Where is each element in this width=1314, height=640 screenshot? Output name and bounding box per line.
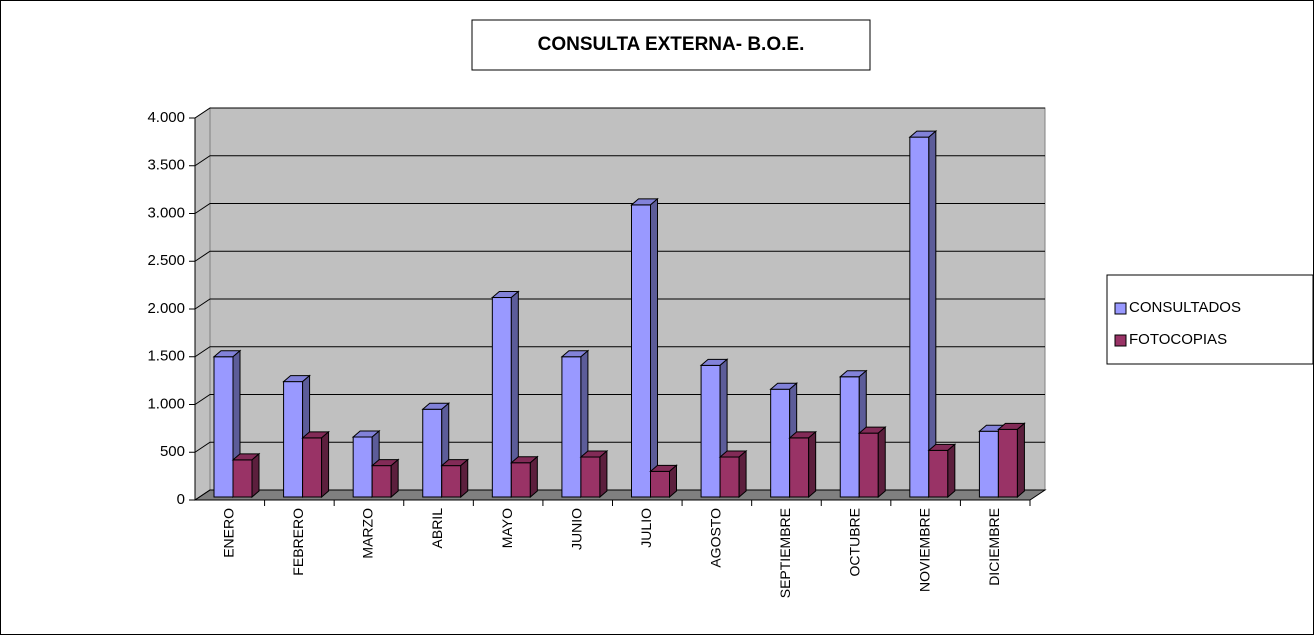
bar	[213, 356, 234, 498]
x-tick-label: ABRIL	[429, 508, 445, 549]
grid-line	[194, 203, 1045, 214]
x-tick-label: DICIEMBRE	[986, 508, 1002, 586]
title-box	[471, 19, 871, 71]
bar	[422, 408, 443, 498]
bar-side	[928, 130, 937, 499]
bar	[352, 436, 373, 498]
bar	[997, 428, 1018, 498]
bar	[491, 297, 512, 498]
bar-side	[1016, 422, 1025, 499]
grid-line	[194, 298, 1045, 310]
bar	[441, 465, 462, 498]
bar	[510, 462, 531, 498]
bar-side	[321, 430, 330, 499]
y-tick-label: 0	[177, 491, 185, 508]
bar	[283, 381, 304, 498]
x-tick-label: MARZO	[360, 508, 376, 559]
x-tick-label: AGOSTO	[708, 508, 724, 568]
bar	[580, 456, 601, 498]
bar-side	[650, 197, 658, 499]
bar	[650, 470, 670, 498]
grid-line	[194, 346, 1045, 358]
grid-line	[194, 155, 1045, 167]
y-tick-label: 2.000	[147, 300, 185, 317]
bar	[928, 449, 949, 498]
grid-line	[194, 489, 1045, 501]
grid-line	[194, 441, 1045, 453]
bar-side	[390, 458, 399, 499]
bar	[232, 459, 253, 498]
bar	[909, 136, 930, 498]
legend-label: CONSULTADOS	[1129, 299, 1241, 316]
x-tick-label: MAYO	[499, 508, 515, 548]
grid-line	[194, 250, 1045, 262]
bar-side	[877, 426, 886, 499]
x-tick-label: SEPTIEMBRE	[777, 508, 793, 598]
grid-line	[194, 107, 1045, 119]
bar	[631, 204, 651, 498]
bar-side	[808, 430, 817, 499]
y-tick-label: 1.000	[147, 395, 185, 412]
y-tick-label: 500	[160, 443, 185, 460]
y-tick-label: 4.000	[147, 109, 185, 126]
bar	[302, 437, 323, 498]
bar-side	[251, 452, 260, 499]
y-tick-label: 2.500	[147, 252, 185, 269]
bar	[371, 465, 392, 498]
x-tick-label: JUNIO	[568, 508, 584, 550]
y-tick-label: 3.500	[147, 157, 185, 174]
bar	[719, 456, 740, 498]
x-tick-label: OCTUBRE	[847, 508, 863, 576]
bar-side	[599, 449, 608, 499]
x-tick-label: JULIO	[638, 508, 654, 548]
bar	[978, 430, 999, 498]
bar-side	[460, 458, 469, 499]
bar	[700, 364, 721, 498]
bar	[858, 432, 879, 498]
bar	[770, 388, 791, 498]
bar-side	[738, 449, 747, 499]
legend-swatch	[1114, 334, 1127, 347]
bar	[839, 376, 860, 498]
bar-side	[669, 464, 677, 499]
x-tick-label: FEBRERO	[290, 508, 306, 576]
y-tick-label: 1.500	[147, 348, 185, 365]
bar-side	[947, 443, 956, 499]
legend-label: FOTOCOPIAS	[1129, 331, 1227, 348]
x-tick-label: NOVIEMBRE	[916, 508, 932, 592]
chart-title: CONSULTA EXTERNA- B.O.E.	[538, 34, 805, 55]
grid-line	[194, 394, 1045, 405]
x-tick-label: ENERO	[220, 508, 236, 558]
bar-side	[529, 455, 538, 499]
bar	[561, 356, 582, 498]
legend-swatch	[1114, 302, 1127, 315]
bar	[789, 437, 810, 498]
legend-box	[1106, 274, 1314, 365]
y-tick-label: 3.000	[147, 204, 185, 221]
